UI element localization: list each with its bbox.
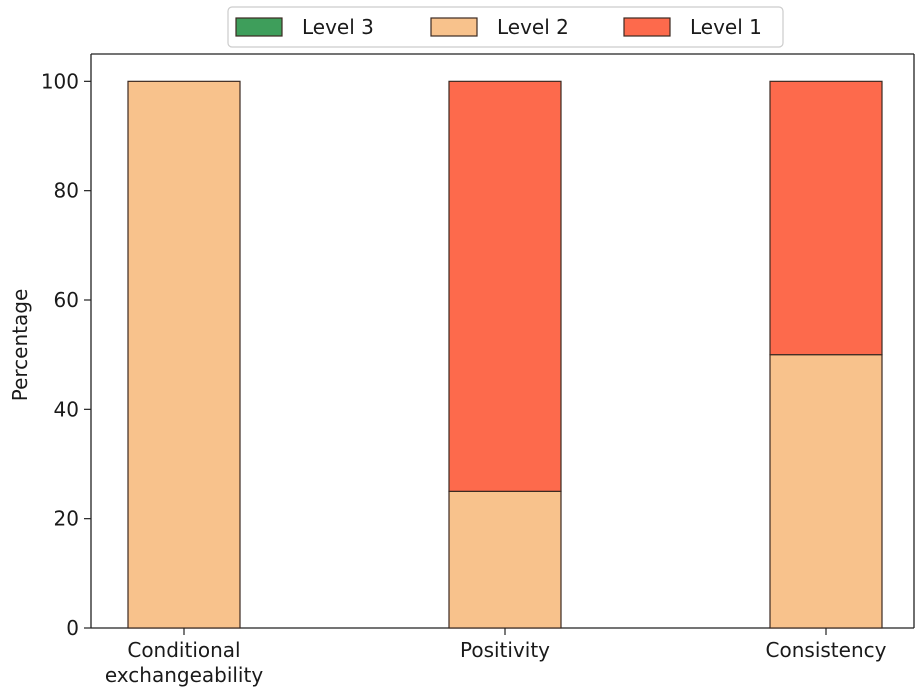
legend: Level 3 Level 2 Level 1 xyxy=(227,6,784,48)
y-tick-label: 60 xyxy=(54,288,79,312)
x-tick-label-line: exchangeability xyxy=(105,663,264,687)
y-tick-label: 0 xyxy=(66,616,79,640)
bar-segment xyxy=(769,354,883,629)
legend-swatch xyxy=(235,17,283,37)
bar-segment xyxy=(769,80,883,356)
y-tick-label: 100 xyxy=(41,69,79,93)
x-tick-label-line: Positivity xyxy=(460,638,550,662)
x-tick-label: Consistency xyxy=(766,638,887,662)
y-axis-label: Percentage xyxy=(8,289,32,402)
legend-label: Level 2 xyxy=(497,15,569,39)
bar-segment xyxy=(127,80,241,629)
x-tick-label: Conditional exchangeability xyxy=(105,638,264,687)
y-tick-label: 20 xyxy=(54,507,79,531)
legend-label: Level 1 xyxy=(690,15,762,39)
y-tick-label: 80 xyxy=(54,179,79,203)
legend-swatch xyxy=(623,17,671,37)
x-tick-label-line: Consistency xyxy=(766,638,887,662)
bar-segment xyxy=(448,80,562,492)
ticks: 0 20 40 60 80 100 Conditional exchangeability Po… xyxy=(41,69,887,687)
y-tick-label: 40 xyxy=(54,397,79,421)
legend-box xyxy=(227,6,784,48)
legend-label: Level 3 xyxy=(302,15,374,39)
x-tick-label-line: Conditional xyxy=(127,638,240,662)
x-tick-label: Positivity xyxy=(460,638,550,662)
bar-segment xyxy=(448,490,562,629)
legend-swatch xyxy=(430,17,478,37)
bars xyxy=(127,80,883,629)
